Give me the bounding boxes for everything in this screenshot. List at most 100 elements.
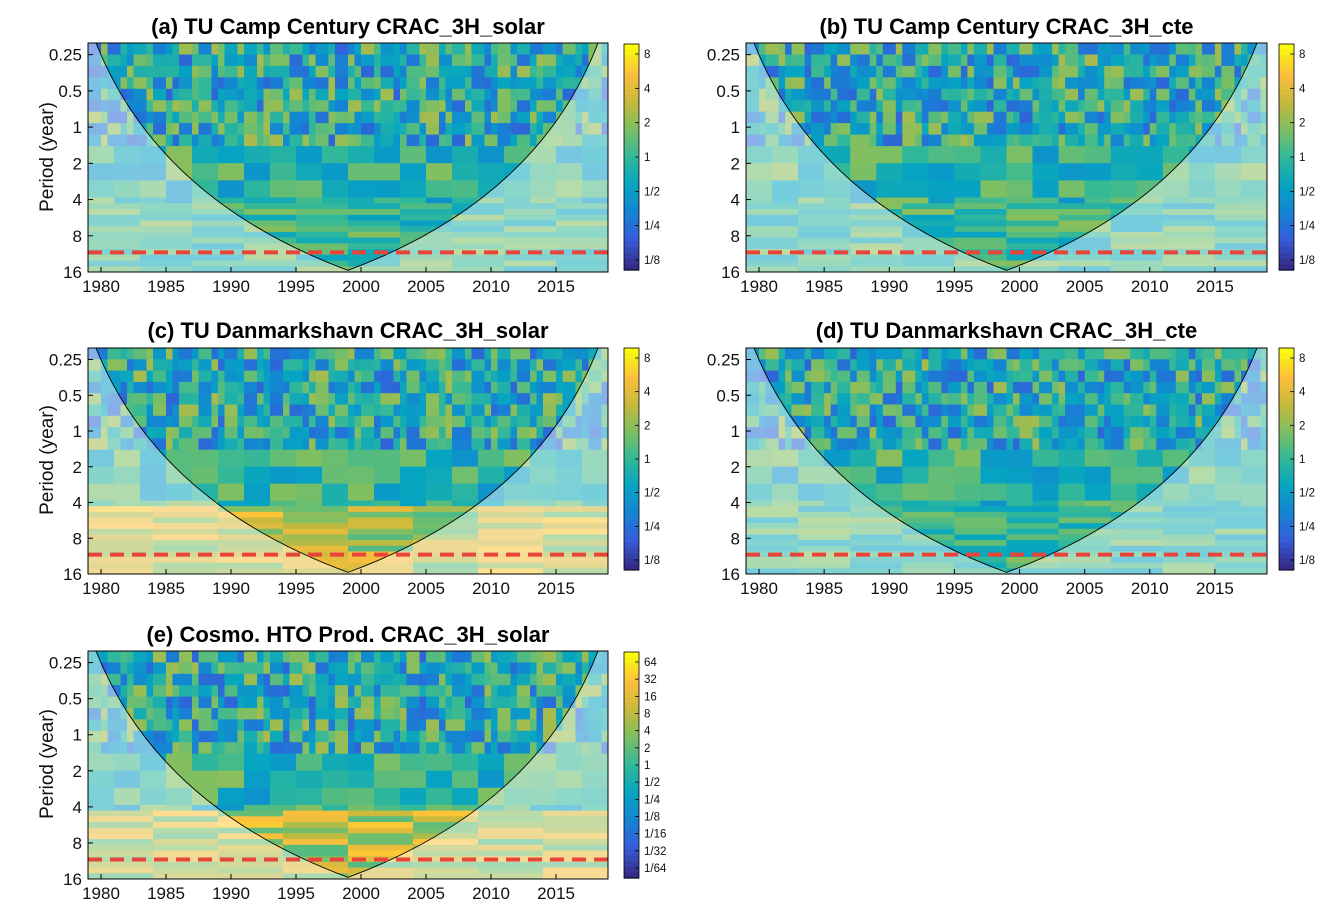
colorbar-cell xyxy=(1279,364,1294,371)
colorbar-tick-label: 1/4 xyxy=(1299,521,1316,533)
colorbar-tick-label: 32 xyxy=(644,674,657,686)
y-tick-label: 4 xyxy=(73,798,82,817)
colorbar-tick-label: 1 xyxy=(644,454,650,466)
colorbar-cell xyxy=(1279,168,1294,175)
colorbar-cell xyxy=(624,236,639,243)
colorbar-cell xyxy=(1279,264,1294,271)
colorbar-cell xyxy=(1279,66,1294,73)
colorbar-tick-label: 1/8 xyxy=(1299,555,1315,567)
colorbar-cell xyxy=(1279,185,1294,192)
colorbar-cell xyxy=(1279,111,1294,119)
colorbar-cell xyxy=(624,685,639,693)
y-tick-label: 4 xyxy=(73,191,82,210)
colorbar-cell xyxy=(624,247,639,254)
colorbar-tick-label: 4 xyxy=(644,726,651,738)
x-tick-label: 1980 xyxy=(740,277,778,296)
colorbar-cell xyxy=(1279,386,1294,393)
y-tick-label: 0.5 xyxy=(58,386,82,405)
colorbar-cell xyxy=(624,691,639,698)
colorbar-cell xyxy=(624,134,639,141)
colorbar-cell xyxy=(624,353,639,360)
colorbar-cell xyxy=(1279,375,1294,382)
colorbar-cell xyxy=(1279,503,1294,510)
x-tick-label: 1980 xyxy=(82,277,120,296)
colorbar-cell xyxy=(1279,89,1294,96)
colorbar-tick-label: 1 xyxy=(644,760,650,772)
colorbar-cell xyxy=(624,459,639,466)
colorbar-cell xyxy=(624,481,639,488)
colorbar-cell xyxy=(624,861,639,868)
colorbar-cell xyxy=(1279,173,1294,181)
colorbar-cell xyxy=(624,736,639,744)
y-tick-label: 1 xyxy=(73,118,82,137)
colorbar-cell xyxy=(624,258,639,265)
colorbar-tick-label: 1/2 xyxy=(644,488,660,500)
colorbar-cell xyxy=(624,872,639,879)
colorbar-cell xyxy=(624,370,639,377)
colorbar-cell xyxy=(1279,77,1294,85)
heatmap-field xyxy=(746,348,1267,574)
colorbar-tick-label: 1/4 xyxy=(644,521,661,533)
y-tick-label: 1 xyxy=(731,118,740,137)
colorbar-cell xyxy=(1279,531,1294,538)
colorbar-cell xyxy=(624,815,639,823)
colorbar-cell xyxy=(624,55,639,62)
x-tick-label: 2005 xyxy=(1066,277,1104,296)
x-tick-label: 2000 xyxy=(342,884,380,903)
x-tick-label: 1990 xyxy=(212,579,250,598)
cone-of-influence-shade xyxy=(746,348,1267,574)
colorbar-cell xyxy=(1279,381,1294,388)
colorbar-tick-label: 1/2 xyxy=(644,186,660,198)
heatmap-field xyxy=(88,43,608,272)
colorbar-cell xyxy=(624,674,639,681)
colorbar-cell xyxy=(1279,224,1294,232)
colorbar-tick-label: 1/8 xyxy=(1299,255,1315,267)
cone-of-influence-shade xyxy=(88,348,608,574)
colorbar-cell xyxy=(1279,447,1294,454)
y-tick-label: 8 xyxy=(73,834,82,853)
y-tick-label: 0.25 xyxy=(49,351,82,370)
colorbar-cell xyxy=(624,492,639,499)
x-tick-label: 1990 xyxy=(212,884,250,903)
colorbar-tick-label: 1/2 xyxy=(1299,186,1315,198)
colorbar-cell xyxy=(624,793,639,800)
colorbar-cell xyxy=(624,151,639,158)
y-tick-label: 4 xyxy=(73,494,82,513)
colorbar-cell xyxy=(1279,72,1294,79)
colorbar-cell xyxy=(624,680,639,687)
colorbar-tick-label: 2 xyxy=(1299,118,1305,130)
colorbar-cell xyxy=(1279,486,1294,493)
colorbar-cell xyxy=(1279,459,1294,466)
colorbar-cell xyxy=(624,392,639,399)
x-tick-label: 2015 xyxy=(537,884,575,903)
colorbar-cell xyxy=(1279,55,1294,62)
y-tick-label: 4 xyxy=(731,494,740,513)
colorbar-cell xyxy=(624,397,639,404)
y-tick-label: 1 xyxy=(731,422,740,441)
colorbar-cell xyxy=(624,714,639,721)
colorbar-cell xyxy=(1279,436,1294,443)
y-tick-label: 16 xyxy=(63,565,82,584)
colorbar-cell xyxy=(624,409,639,416)
x-tick-label: 1980 xyxy=(82,579,120,598)
colorbar-cell xyxy=(624,708,639,715)
y-tick-label: 2 xyxy=(731,458,740,477)
colorbar-cell xyxy=(624,855,639,862)
colorbar-cell xyxy=(624,810,639,817)
colorbar-cell xyxy=(1279,359,1294,366)
colorbar-cell xyxy=(624,731,639,738)
colorbar-cell xyxy=(624,179,639,186)
colorbar-cell xyxy=(1279,442,1294,449)
colorbar-tick-label: 4 xyxy=(1299,83,1306,95)
x-tick-label: 2015 xyxy=(537,579,575,598)
y-tick-label: 0.5 xyxy=(716,82,740,101)
colorbar-tick-label: 1 xyxy=(1299,454,1305,466)
colorbar-cell xyxy=(624,508,639,515)
x-tick-label: 1995 xyxy=(935,277,973,296)
colorbar-cell xyxy=(624,207,639,215)
colorbar-cell xyxy=(1279,425,1294,432)
